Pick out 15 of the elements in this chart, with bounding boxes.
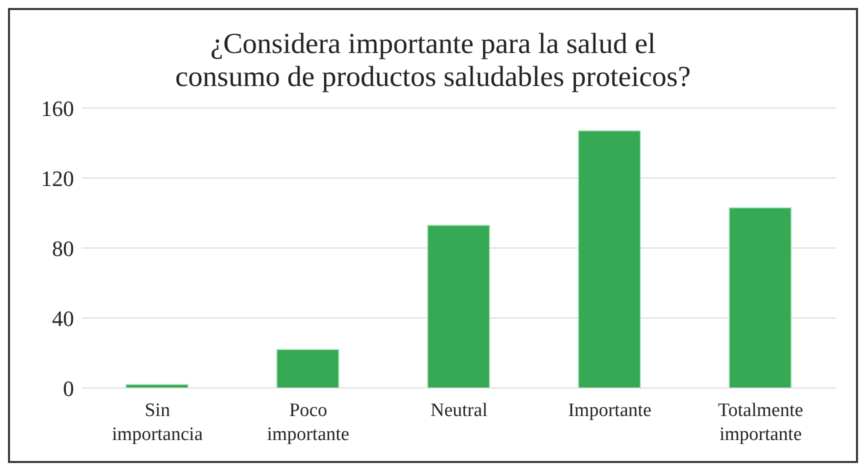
bar	[276, 349, 340, 388]
chart-title: ¿Considera importante para la salud el consumo de productos saludables proteicos?	[174, 28, 692, 94]
x-tick-label: Poco importante	[267, 400, 350, 445]
bar	[427, 224, 490, 388]
y-tick-label: 120	[41, 166, 74, 191]
y-tick-label: 40	[52, 306, 74, 331]
bar	[728, 207, 792, 388]
bar	[578, 130, 641, 388]
y-tick-label: 0	[63, 376, 74, 401]
x-tick-label: Importante	[568, 400, 652, 421]
x-tick-label: Neutral	[430, 400, 488, 421]
y-tick-label: 80	[52, 236, 74, 261]
x-tick-label: Sin importancia	[112, 400, 204, 445]
y-tick-label: 160	[41, 96, 74, 121]
x-tick-label: Totalmente importante	[718, 400, 804, 445]
